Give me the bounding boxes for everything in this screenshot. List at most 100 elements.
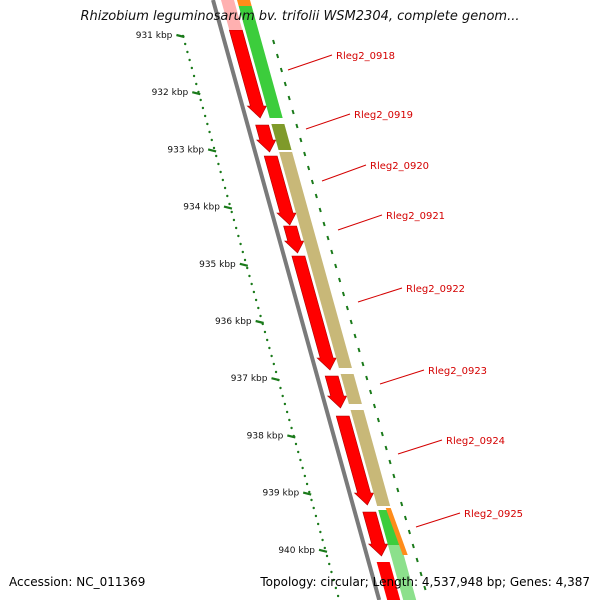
minor-tick-dot	[241, 250, 245, 254]
minor-tick-dot	[290, 426, 293, 430]
minor-tick-dot	[319, 530, 322, 534]
scale-label: 931 kbp	[136, 31, 173, 41]
minor-tick-dot	[190, 66, 194, 70]
minor-tick-dot	[301, 466, 304, 470]
minor-tick-dot	[270, 354, 273, 358]
minor-tick-outer	[380, 431, 384, 437]
minor-tick-outer	[334, 263, 338, 269]
minor-tick-dot	[299, 458, 302, 462]
gene-label: Rleg2_0922	[406, 284, 465, 295]
minor-tick-dot	[285, 410, 289, 414]
minor-tick-dot	[208, 130, 211, 134]
minor-tick-dot	[321, 538, 324, 542]
scale-label: 934 kbp	[183, 203, 220, 213]
minor-tick-outer	[345, 305, 349, 311]
scale-label: 935 kbp	[199, 260, 236, 270]
gene-leader-line	[305, 113, 351, 130]
minor-tick-dot	[192, 74, 196, 78]
minor-tick-dot	[215, 154, 218, 158]
minor-tick-dot	[281, 394, 284, 398]
minor-tick-outer	[283, 81, 287, 87]
minor-tick-dot	[308, 490, 311, 494]
minor-tick-outer	[322, 221, 326, 227]
major-tick	[318, 548, 328, 553]
gene-label: Rleg2_0925	[464, 509, 523, 520]
minor-tick-dot	[219, 170, 222, 174]
minor-tick-outer	[403, 515, 408, 521]
genome-backbone	[211, 0, 382, 601]
minor-tick-dot	[250, 282, 253, 286]
minor-tick-dot	[259, 314, 262, 318]
minor-tick-outer	[353, 333, 357, 339]
minor-tick-outer	[287, 95, 291, 101]
minor-tick-dot	[283, 402, 287, 406]
minor-tick-outer	[415, 557, 419, 563]
gene-block-reverse	[340, 374, 362, 404]
gene-leader-line	[321, 164, 367, 182]
minor-tick-outer	[299, 137, 303, 143]
gene-label: Rleg2_0918	[336, 51, 395, 62]
minor-tick-outer	[392, 473, 396, 479]
gene-label: Rleg2_0921	[386, 211, 445, 222]
gene-leader-line	[287, 54, 333, 71]
minor-tick-dot	[336, 594, 340, 598]
scale-label: 940 kbp	[278, 546, 315, 556]
minor-tick-dot	[239, 242, 242, 246]
minor-tick-outer	[314, 193, 318, 199]
minor-tick-outer	[384, 445, 388, 451]
minor-tick-dot	[294, 442, 298, 446]
minor-tick-dot	[254, 298, 258, 302]
major-tick	[287, 434, 296, 439]
minor-tick-outer	[411, 543, 415, 549]
minor-tick-dot	[203, 114, 207, 118]
minor-tick-dot	[310, 498, 313, 502]
minor-tick-dot	[288, 418, 291, 422]
gene-arrow-forward	[228, 29, 267, 119]
gene-arrow-forward	[291, 255, 337, 371]
minor-tick-dot	[232, 218, 236, 222]
gene-arrow-forward	[324, 375, 348, 409]
gene-block-reverse	[350, 410, 391, 506]
minor-tick-dot	[195, 82, 198, 86]
minor-tick-outer	[361, 361, 365, 367]
minor-tick-dot	[303, 474, 307, 478]
minor-tick-outer	[338, 277, 342, 283]
minor-tick-outer	[407, 529, 411, 535]
gene-arrow-forward	[255, 124, 277, 153]
scale-label: 932 kbp	[152, 88, 189, 98]
minor-tick-dot	[243, 258, 247, 262]
gene-label: Rleg2_0919	[354, 110, 413, 121]
gene-block-forward-light	[221, 0, 243, 30]
gene-block-reverse	[237, 0, 252, 6]
minor-tick-dot	[186, 50, 189, 54]
minor-tick-outer	[326, 235, 330, 241]
minor-tick-outer	[388, 459, 392, 465]
minor-tick-dot	[246, 266, 249, 270]
scale-label: 937 kbp	[231, 374, 268, 384]
minor-tick-dot	[323, 546, 326, 550]
scale-label: 936 kbp	[215, 317, 252, 327]
minor-tick-dot	[252, 290, 256, 294]
minor-tick-outer	[330, 249, 334, 255]
minor-tick-outer	[307, 165, 311, 171]
minor-tick-dot	[212, 146, 216, 150]
scale-label: 939 kbp	[262, 489, 299, 499]
gene-block-reverse-orange	[385, 508, 408, 555]
gene-block-reverse	[378, 510, 401, 545]
minor-tick-dot	[223, 186, 227, 190]
minor-tick-dot	[316, 522, 320, 526]
minor-tick-outer	[341, 291, 346, 297]
minor-tick-dot	[188, 58, 191, 62]
minor-tick-outer	[423, 585, 427, 591]
minor-tick-dot	[334, 586, 338, 590]
minor-tick-dot	[230, 210, 233, 214]
minor-tick-outer	[291, 109, 295, 115]
minor-tick-dot	[279, 386, 282, 390]
minor-tick-outer	[318, 207, 322, 213]
gene-arrow-forward	[283, 225, 305, 254]
gene-block-reverse	[387, 545, 417, 600]
major-tick	[223, 205, 233, 210]
minor-tick-outer	[279, 67, 283, 73]
major-tick	[239, 262, 249, 267]
